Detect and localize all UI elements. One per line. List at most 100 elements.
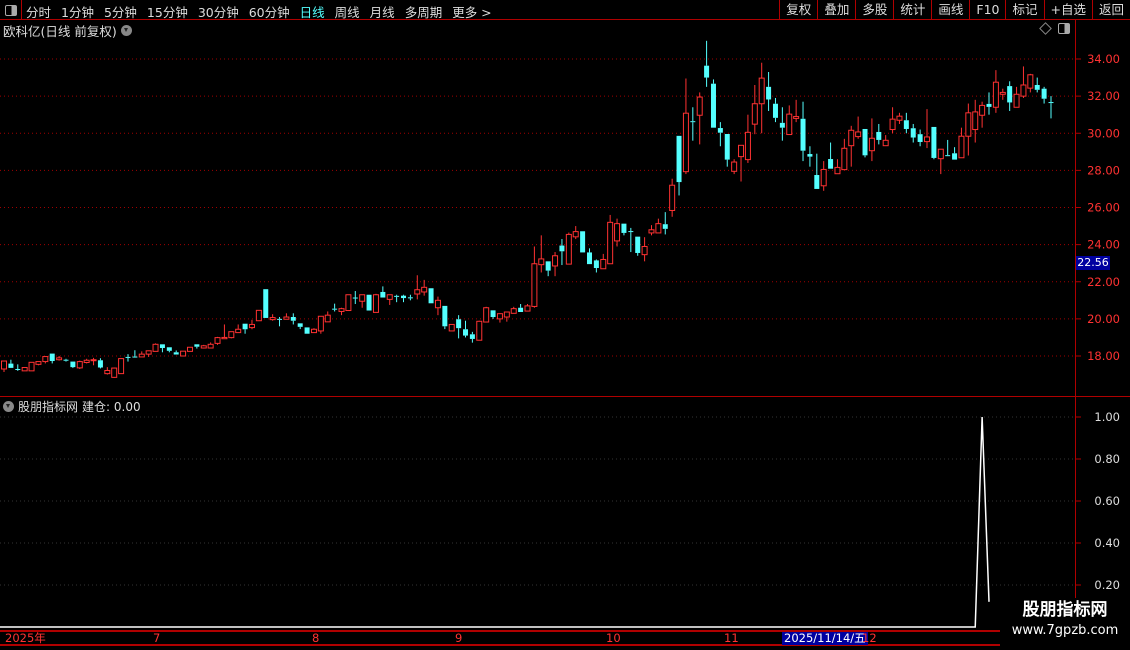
tab-7[interactable]: 周线 (334, 5, 360, 20)
toolbar-button-2[interactable]: 多股 (855, 0, 893, 20)
candle (744, 114, 751, 163)
toolbar-button-0[interactable]: 复权 (779, 0, 817, 20)
candle (235, 324, 242, 334)
candle (332, 303, 338, 312)
candle-body (524, 305, 531, 312)
candle (614, 218, 621, 247)
candle (490, 310, 496, 319)
candle (1048, 96, 1054, 119)
candle-body (310, 328, 317, 334)
candle-body (317, 315, 324, 332)
candle-body (772, 103, 778, 118)
toolbar-button-6[interactable]: 标记 (1005, 0, 1043, 20)
candle-body (76, 361, 83, 369)
candle (820, 161, 827, 191)
candle-body (614, 223, 621, 242)
toolbar-button-8[interactable]: 返回 (1091, 0, 1130, 20)
tab-4[interactable]: 30分钟 (197, 5, 239, 20)
watermark-url: www.7gpzb.com (1011, 623, 1119, 638)
tab-9[interactable]: 多周期 (404, 5, 443, 20)
candle-body (434, 299, 441, 309)
panel-icon[interactable] (1058, 23, 1070, 34)
dropdown-icon[interactable] (120, 25, 132, 36)
candle-body (635, 236, 641, 253)
price-tick-label: 32.00 (1087, 89, 1120, 103)
candle (469, 331, 475, 343)
tab-5[interactable]: 60分钟 (248, 5, 290, 20)
candle (669, 178, 676, 217)
candle (21, 367, 28, 372)
candle (738, 144, 745, 182)
toolbar: 分时 1分钟 5分钟 15分钟 30分钟 60分钟 日线 周线 月线 多周期 更多 > 复权 叠加 多股… (0, 0, 1130, 20)
candle-body (848, 129, 855, 147)
candle-body (965, 112, 972, 137)
candle-body (621, 223, 627, 233)
candle-body (717, 128, 723, 133)
tab-0[interactable]: 分时 (26, 5, 52, 20)
toolbar-button-5[interactable]: F10 (969, 0, 1005, 20)
indicator-tick-label: 0.20 (1094, 578, 1120, 592)
candle (28, 361, 35, 372)
pane-icons (1039, 22, 1070, 35)
candle (283, 313, 290, 320)
candle (862, 128, 868, 158)
candle-body (380, 291, 386, 298)
toolbar-buttons: 复权 叠加 多股 统计 画线 F10 标记 +自选 返回 (779, 0, 1130, 20)
candle-body (463, 329, 469, 336)
candle-body (338, 308, 345, 312)
candle-body (766, 86, 772, 100)
candle (876, 123, 882, 145)
toolbar-button-3[interactable]: 统计 (893, 0, 931, 20)
candle-body (304, 327, 310, 334)
candle (524, 304, 531, 312)
dropdown-icon[interactable] (3, 401, 14, 412)
indicator-tick-label: 0.40 (1094, 536, 1120, 550)
tab-8[interactable]: 月线 (369, 5, 395, 20)
price-tick-label: 24.00 (1087, 238, 1120, 252)
candle-body (490, 310, 496, 318)
layout-toggle-button[interactable] (0, 0, 22, 20)
candle (63, 358, 69, 362)
candle-body (8, 363, 14, 368)
tab-3[interactable]: 15分钟 (146, 5, 188, 20)
candle (76, 360, 83, 369)
candle-body (882, 139, 889, 147)
price-tick-label: 22.00 (1087, 275, 1120, 289)
toolbar-button-1[interactable]: 叠加 (817, 0, 855, 20)
candle (731, 159, 738, 175)
tab-6[interactable]: 日线 (299, 5, 325, 20)
toolbar-button-4[interactable]: 画线 (931, 0, 969, 20)
candle-body (972, 111, 979, 131)
candle (372, 293, 379, 313)
price-tick-label: 26.00 (1087, 201, 1120, 215)
candle (841, 138, 848, 171)
cursor-date-label: 2025/11/14/五 (782, 631, 868, 645)
candle (580, 231, 586, 253)
tab-10[interactable]: 更多 > (452, 5, 492, 20)
candle (896, 112, 903, 124)
tab-1[interactable]: 1分钟 (61, 5, 94, 20)
candle-body (793, 116, 800, 119)
candle (483, 306, 490, 323)
candle-body (628, 231, 634, 233)
candle (979, 101, 986, 128)
candle-body (469, 334, 475, 339)
date-label: 2025年 (5, 631, 46, 645)
candle (97, 358, 103, 369)
candle (442, 305, 448, 330)
candle (924, 109, 931, 149)
candle (758, 62, 765, 134)
candle (304, 327, 310, 334)
candle (173, 350, 179, 355)
candle-body (235, 328, 242, 334)
candle (800, 101, 806, 162)
tab-2[interactable]: 5分钟 (103, 5, 137, 20)
candle-body (35, 361, 42, 365)
candle (828, 142, 834, 169)
candle-body (207, 343, 214, 349)
date-label: 8 (312, 631, 320, 645)
candle-body (896, 115, 903, 121)
toolbar-button-7[interactable]: +自选 (1043, 0, 1092, 20)
watermark: 股朋指标网 www.7gpzb.com (1000, 598, 1130, 650)
